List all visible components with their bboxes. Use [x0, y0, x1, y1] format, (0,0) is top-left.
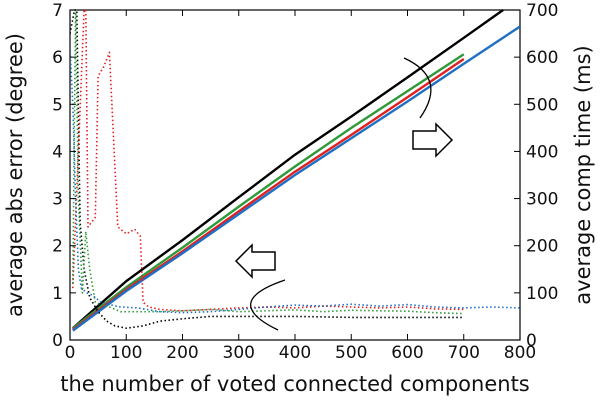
- y-left-tick-label: 7: [52, 1, 63, 21]
- x-tick-label: 400: [279, 343, 311, 363]
- y-right-tick-label: 0: [526, 331, 537, 351]
- x-tick-label: 500: [335, 343, 367, 363]
- x-tick-label: 600: [391, 343, 423, 363]
- series-line-3: [72, 58, 465, 331]
- x-axis-title: the number of voted connected components: [60, 372, 530, 396]
- series-line-8: [70, 47, 520, 314]
- tick-layer: 0 100 200 300 400 500 600 700 800012345670100200…: [52, 1, 558, 363]
- x-tick-label: 0: [65, 343, 76, 363]
- series-line-7: [72, 9, 464, 315]
- y-left-tick-label: 0: [52, 331, 63, 351]
- y-right-tick-label: 300: [526, 190, 558, 210]
- y-right-tick-label: 200: [526, 237, 558, 257]
- y-right-axis-title: average comp time (ms): [571, 45, 595, 304]
- y-right-tick-label: 100: [526, 284, 558, 304]
- y-right-tick-label: 700: [526, 1, 558, 21]
- x-tick-label: 100: [110, 343, 142, 363]
- annotation-layer: [234, 57, 454, 331]
- y-left-axis-title: average abs error (degree): [3, 33, 27, 317]
- y-right-tick-label: 400: [526, 142, 558, 162]
- left-series-brace-arc: [250, 279, 286, 331]
- y-left-tick-label: 5: [52, 95, 63, 115]
- y-left-tick-label: 3: [52, 190, 63, 210]
- x-tick-label: 700: [448, 343, 480, 363]
- left-arrow-icon: [234, 243, 276, 279]
- y-left-tick-label: 1: [52, 284, 63, 304]
- series-line-1: [72, 9, 504, 330]
- x-tick-label: 800: [504, 343, 536, 363]
- right-arrow-icon: [412, 122, 454, 158]
- series-line-6: [72, 9, 464, 312]
- y-left-tick-label: 4: [52, 142, 63, 162]
- y-right-tick-label: 500: [526, 95, 558, 115]
- x-tick-label: 300: [223, 343, 255, 363]
- y-left-tick-label: 6: [52, 48, 63, 68]
- y-left-tick-label: 2: [52, 237, 63, 257]
- series-layer: [70, 9, 520, 332]
- y-right-tick-label: 600: [526, 48, 558, 68]
- right-series-brace-arc: [403, 57, 432, 119]
- x-tick-label: 200: [166, 343, 198, 363]
- series-line-2: [72, 53, 465, 330]
- series-line-4: [72, 25, 520, 332]
- series-line-5: [70, 9, 464, 330]
